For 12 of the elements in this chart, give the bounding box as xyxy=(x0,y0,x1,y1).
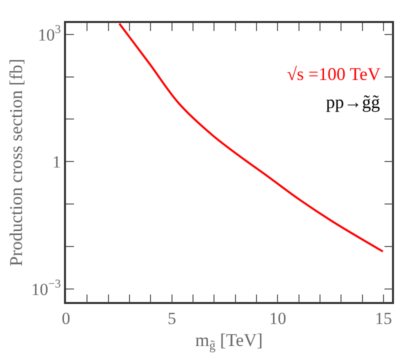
y-tick-label: 1 xyxy=(52,152,61,172)
annotation: pp→g̃g̃ xyxy=(326,92,380,112)
x-tick-label: 15 xyxy=(375,309,392,328)
x-tick-label: 5 xyxy=(168,309,176,328)
y-tick-label: 10$^{−3}$ xyxy=(31,276,61,299)
x-tick-label: 10 xyxy=(269,309,286,328)
annotation: √s =100 TeV xyxy=(287,64,380,84)
y-axis-title: Production cross section [fb] xyxy=(6,58,26,266)
x-tick-label: 0 xyxy=(62,309,70,328)
line-series xyxy=(118,23,384,253)
x-axis-title: m$_{g̃}$ [TeV] xyxy=(195,330,263,353)
y-tick-label: 10$^{3}$ xyxy=(38,22,61,44)
